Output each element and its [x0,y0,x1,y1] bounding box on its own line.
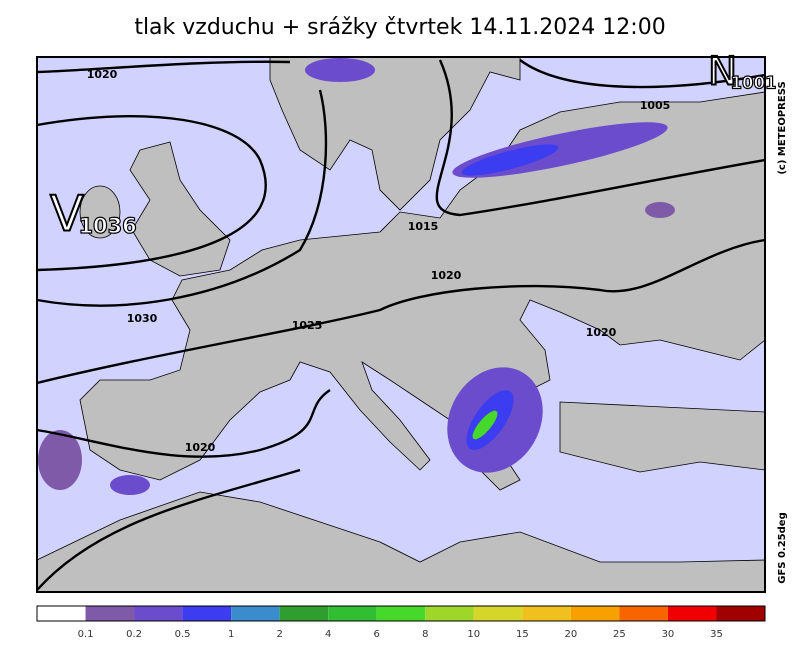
map-frame [36,56,766,593]
legend-swatch [376,606,426,621]
legend-swatch [231,606,280,621]
legend-frame [36,605,766,622]
legend-label: 15 [516,629,529,640]
britain [129,141,231,277]
center-value: 1001 [731,74,777,93]
precipitation [38,58,675,495]
legend-swatch [279,606,329,621]
title: tlak vzduchu + srážky čtvrtek 14.11.2024… [134,15,665,40]
center-letter: V [50,185,84,243]
legend-label: 4 [325,629,331,640]
legend-swatch [85,606,135,621]
isobar-label: 1015 [408,220,439,233]
isobar-label: 1020 [431,269,462,282]
center-value: 1036 [79,214,137,238]
rain-area [472,410,498,440]
legend-label: 6 [374,629,380,640]
legend-swatch [716,606,765,621]
isobar-label: 1020 [586,326,617,339]
legend-label: 0.2 [126,629,142,640]
rain-area [38,430,82,490]
legend-label: 20 [564,629,577,640]
copyright: (c) METEOPRESS [777,81,788,174]
legend-label: 0.1 [78,629,94,640]
legend-swatch [425,606,474,621]
rain-area [305,58,375,82]
isobar [36,468,301,591]
legend-swatch [473,606,523,621]
legend-label: 1 [228,629,234,640]
legend-swatch [134,606,183,621]
legend-label: 10 [467,629,480,640]
legend-label: 35 [710,629,723,640]
isobars [36,59,766,591]
legend-swatch [328,606,377,621]
isobar [36,389,331,458]
isobar [36,238,766,385]
legend-swatch [667,606,717,621]
isobar-label: 1025 [292,319,323,332]
legend-label: 25 [613,629,626,640]
isobar-label: 1030 [127,312,158,325]
isobar [519,59,766,89]
legend-swatch [37,606,86,621]
legend: 0.1 0.2 0.5 1 2 4 6 8 10 15 20 25 30 35 [36,605,766,640]
isobar-label: 1020 [185,441,216,454]
legend-label: 2 [276,629,282,640]
legend-label: 8 [422,629,428,640]
legend-swatch [182,606,232,621]
isobar [435,59,766,217]
legend-label: 0.5 [175,629,191,640]
isobar-label: 1020 [87,68,118,81]
ireland [79,185,121,239]
map: (c) METEOPRESS GFS 0.25deg V1036N1001102… [36,49,788,593]
model-name: GFS 0.25deg [777,512,788,584]
isobar-label: 1005 [640,99,671,112]
legend-swatch [522,606,571,621]
isobar [36,89,328,307]
isobar [36,114,267,272]
rain-area [110,475,150,495]
legend-swatch [570,606,620,621]
rain-area [645,202,675,218]
isobar [36,60,291,74]
rain-area [461,144,559,176]
legend-label: 30 [662,629,675,640]
legend-swatch [619,606,668,621]
scandinavia [269,56,521,211]
